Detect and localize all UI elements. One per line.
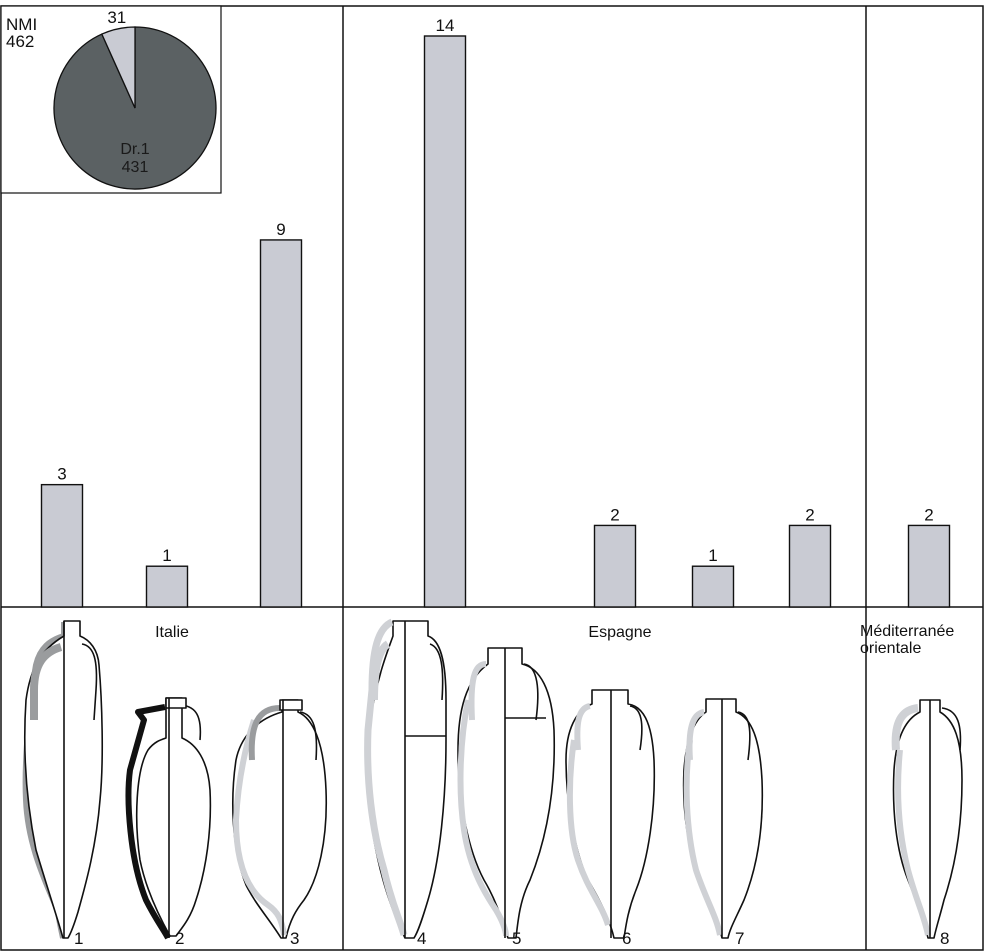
bar-value-label-2: 1: [162, 546, 171, 565]
amphora-number-5: 5: [512, 929, 521, 948]
amphora-4-drawing: [364, 618, 447, 939]
amphora-number-3: 3: [290, 929, 299, 948]
outer-frame: [0, 5, 984, 951]
bar-5: [593, 524, 637, 608]
bar-1: [40, 483, 84, 608]
bar-value-label-8: 2: [924, 505, 933, 524]
amphora-8-drawing: [891, 699, 963, 939]
bar-6: [691, 565, 735, 608]
amphora-number-8: 8: [940, 929, 949, 948]
amphora-number-1: 1: [74, 929, 83, 948]
region-label-espagne: Espagne: [588, 624, 651, 641]
bar-value-label-4: 14: [436, 16, 455, 35]
amphora-3-drawing: [232, 699, 328, 939]
bar-7: [788, 524, 832, 608]
bar-series: 3 1 9 14 2 1 2 2: [40, 16, 951, 608]
pie-header-line-1: NMI: [6, 15, 37, 34]
bar-value-label-7: 2: [805, 505, 814, 524]
bar-value-label-1: 3: [57, 465, 66, 484]
pie-slice-dr1-value: 431: [122, 159, 149, 176]
pie-slice-other: [100, 26, 136, 109]
bar-8: [907, 524, 951, 608]
amphora-number-6: 6: [622, 929, 631, 948]
amphora-5-drawing: [457, 647, 556, 939]
amphora-number-4: 4: [417, 929, 426, 948]
bar-value-label-3: 9: [276, 220, 285, 239]
pie-header-line-2: 462: [6, 32, 34, 51]
pie-slice-other-value: 31: [107, 8, 126, 27]
region-label-mediterranee-line-2: orientale: [860, 640, 921, 657]
pie-slice-dr1-label: Dr.1: [120, 141, 149, 158]
region-label-mediterranee-line-1: Méditerranée: [860, 623, 954, 640]
bar-3: [259, 239, 303, 608]
bar-2: [145, 565, 189, 608]
amphora-number-7: 7: [735, 929, 744, 948]
region-label-italie: Italie: [155, 624, 189, 641]
amphora-6-drawing: [565, 689, 656, 939]
amphora-7-drawing: [682, 698, 764, 939]
bar-4: [423, 35, 467, 608]
amphora-1-drawing: [22, 620, 104, 939]
amphora-number-2: 2: [175, 929, 184, 948]
amphora-number-labels: 1 2 3 4 5 6 7 8: [74, 929, 949, 948]
amphora-2-drawing: [125, 697, 212, 940]
bar-value-label-5: 2: [610, 505, 619, 524]
bar-value-label-6: 1: [708, 546, 717, 565]
pie-inset: NMI 462 Dr.1 431 31: [0, 5, 222, 194]
amphora-drawings: [22, 618, 963, 940]
